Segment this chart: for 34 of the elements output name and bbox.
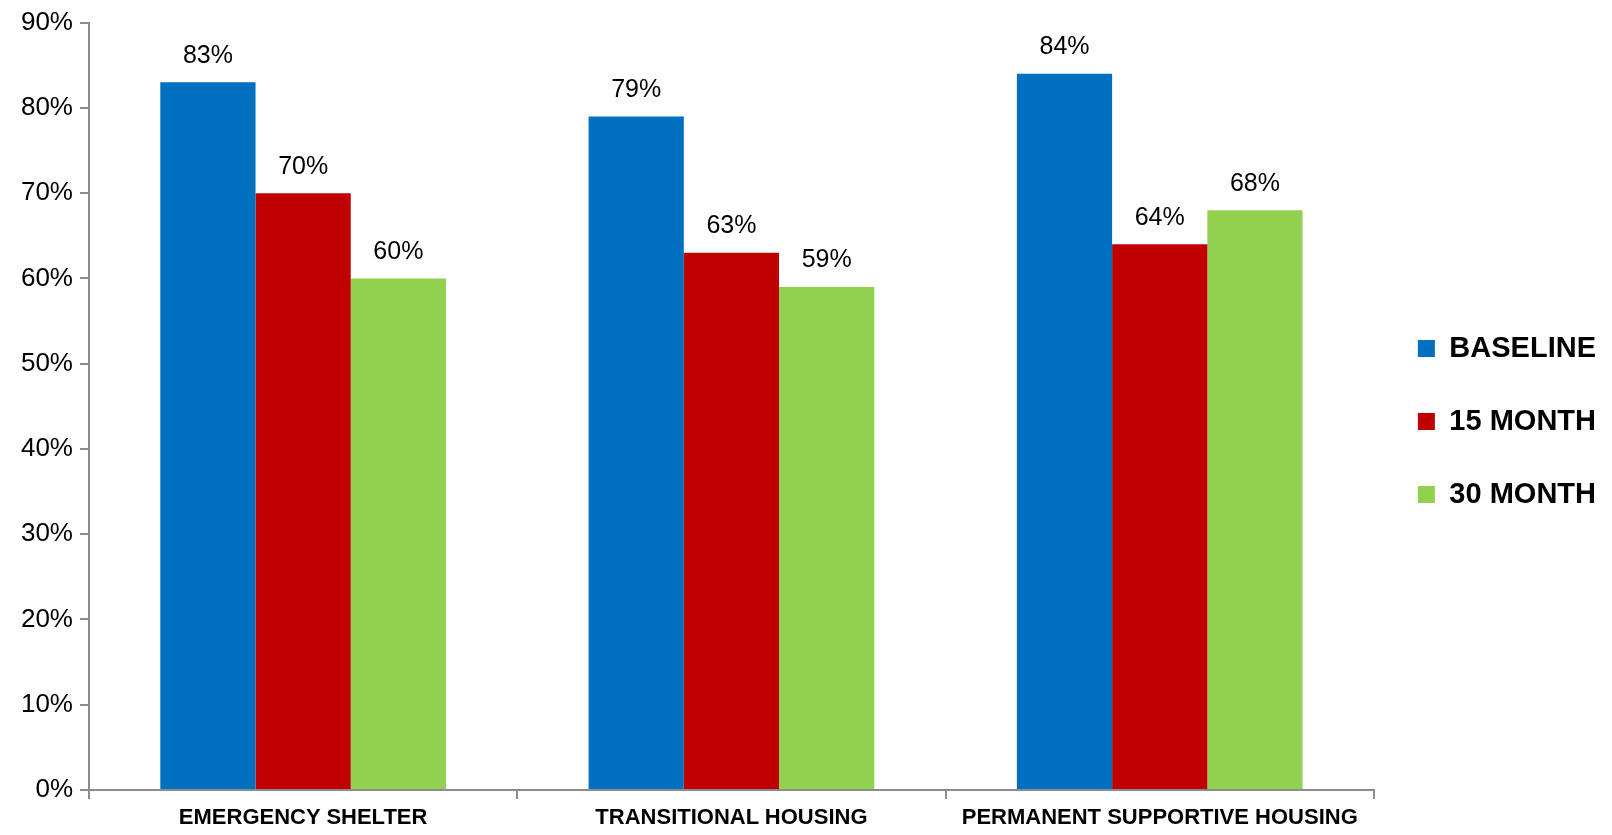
y-tick-label: 90% (20, 5, 73, 36)
data-label: 64% (1134, 201, 1185, 230)
bar (350, 278, 446, 789)
y-tick-label: 10% (20, 687, 73, 718)
x-tick-label: EMERGENCY SHELTER (178, 804, 428, 830)
y-tick-label: 60% (20, 261, 73, 292)
bar (255, 193, 351, 789)
x-tick-label: TRANSITIONAL HOUSING (595, 804, 868, 830)
y-tick-label: 30% (20, 517, 73, 548)
y-tick-label: 20% (20, 602, 73, 633)
y-tick-label: 70% (20, 176, 73, 207)
legend-label: 15 MONTH (1449, 403, 1597, 436)
data-label: 68% (1229, 167, 1280, 196)
data-label: 60% (373, 235, 424, 264)
legend-label: 30 MONTH (1449, 476, 1597, 509)
y-tick-label: 0% (35, 773, 73, 804)
data-label: 70% (278, 150, 329, 179)
data-label: 83% (182, 39, 233, 68)
x-tick-label: PERMANENT SUPPORTIVE HOUSING (961, 804, 1358, 830)
legend-label: BASELINE (1449, 330, 1597, 363)
data-label: 84% (1039, 31, 1090, 60)
data-label: 63% (706, 210, 757, 239)
y-tick-label: 80% (20, 91, 73, 122)
bar (1016, 73, 1113, 789)
bar (588, 116, 684, 789)
bar (1207, 210, 1303, 789)
y-tick-label: 40% (20, 432, 73, 463)
bar (779, 286, 875, 789)
bar (1112, 244, 1208, 789)
data-label: 79% (611, 73, 662, 102)
bar (160, 82, 256, 789)
data-label: 59% (801, 244, 852, 273)
bar (683, 252, 780, 789)
y-tick-label: 50% (20, 346, 73, 377)
